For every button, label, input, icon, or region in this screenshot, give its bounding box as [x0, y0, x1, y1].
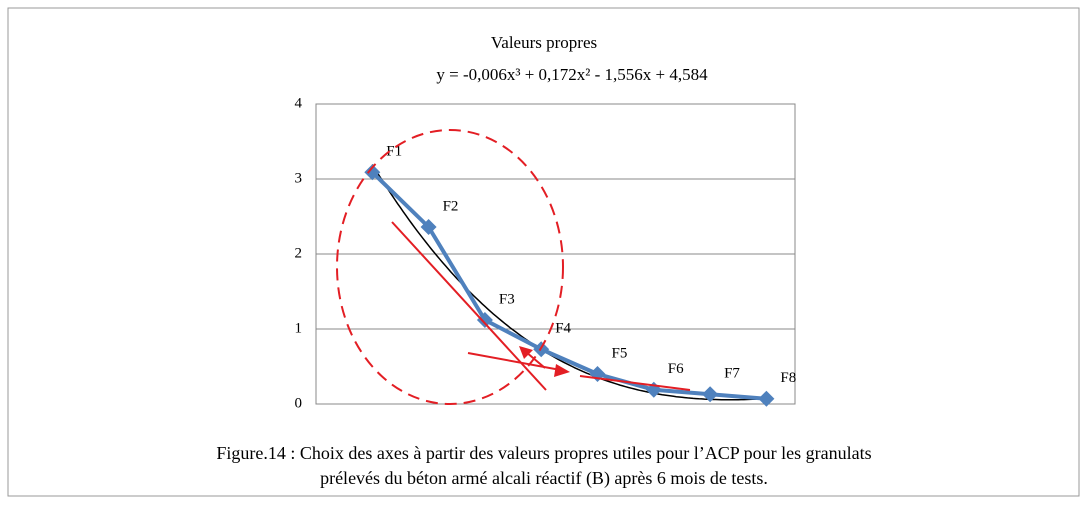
chart-title: Valeurs propres: [491, 33, 597, 52]
point-label: F8: [780, 370, 796, 386]
y-tick-label: 2: [295, 245, 303, 261]
arrow-line: [525, 351, 546, 369]
y-tick-label: 0: [295, 395, 303, 411]
point-label: F2: [443, 198, 459, 214]
point-label: F7: [724, 366, 740, 382]
arrowhead: [519, 346, 533, 359]
series-line: [370, 170, 767, 401]
caption: prélevés du béton armé alcali réactif (B…: [320, 468, 768, 489]
caption: Figure.14 : Choix des axes à partir des …: [216, 443, 871, 463]
point-label: F6: [668, 361, 684, 377]
annotations: [336, 129, 691, 405]
trendline-equation: y = -0,006x³ + 0,172x² - 1,556x + 4,584: [436, 65, 708, 84]
y-tick-label: 4: [295, 95, 303, 111]
tangent-line: [391, 221, 547, 391]
data-point: [420, 219, 437, 235]
data-point: [364, 164, 381, 181]
point-label: F5: [612, 345, 628, 361]
y-tick-label: 1: [295, 320, 303, 336]
point-label: F1: [386, 144, 402, 160]
tangent-line: [579, 375, 691, 391]
tangent-line: [467, 352, 567, 372]
y-tick-label: 3: [295, 170, 303, 186]
data-point: [758, 390, 775, 407]
point-label: F3: [499, 291, 515, 307]
data-point: [476, 312, 493, 328]
data-point: [702, 386, 719, 403]
arrowhead: [554, 364, 570, 377]
figure-frame: [7, 7, 1080, 497]
trendline: [371, 164, 767, 401]
point-label: F4: [555, 321, 571, 337]
dashed-ellipse: [336, 129, 564, 405]
